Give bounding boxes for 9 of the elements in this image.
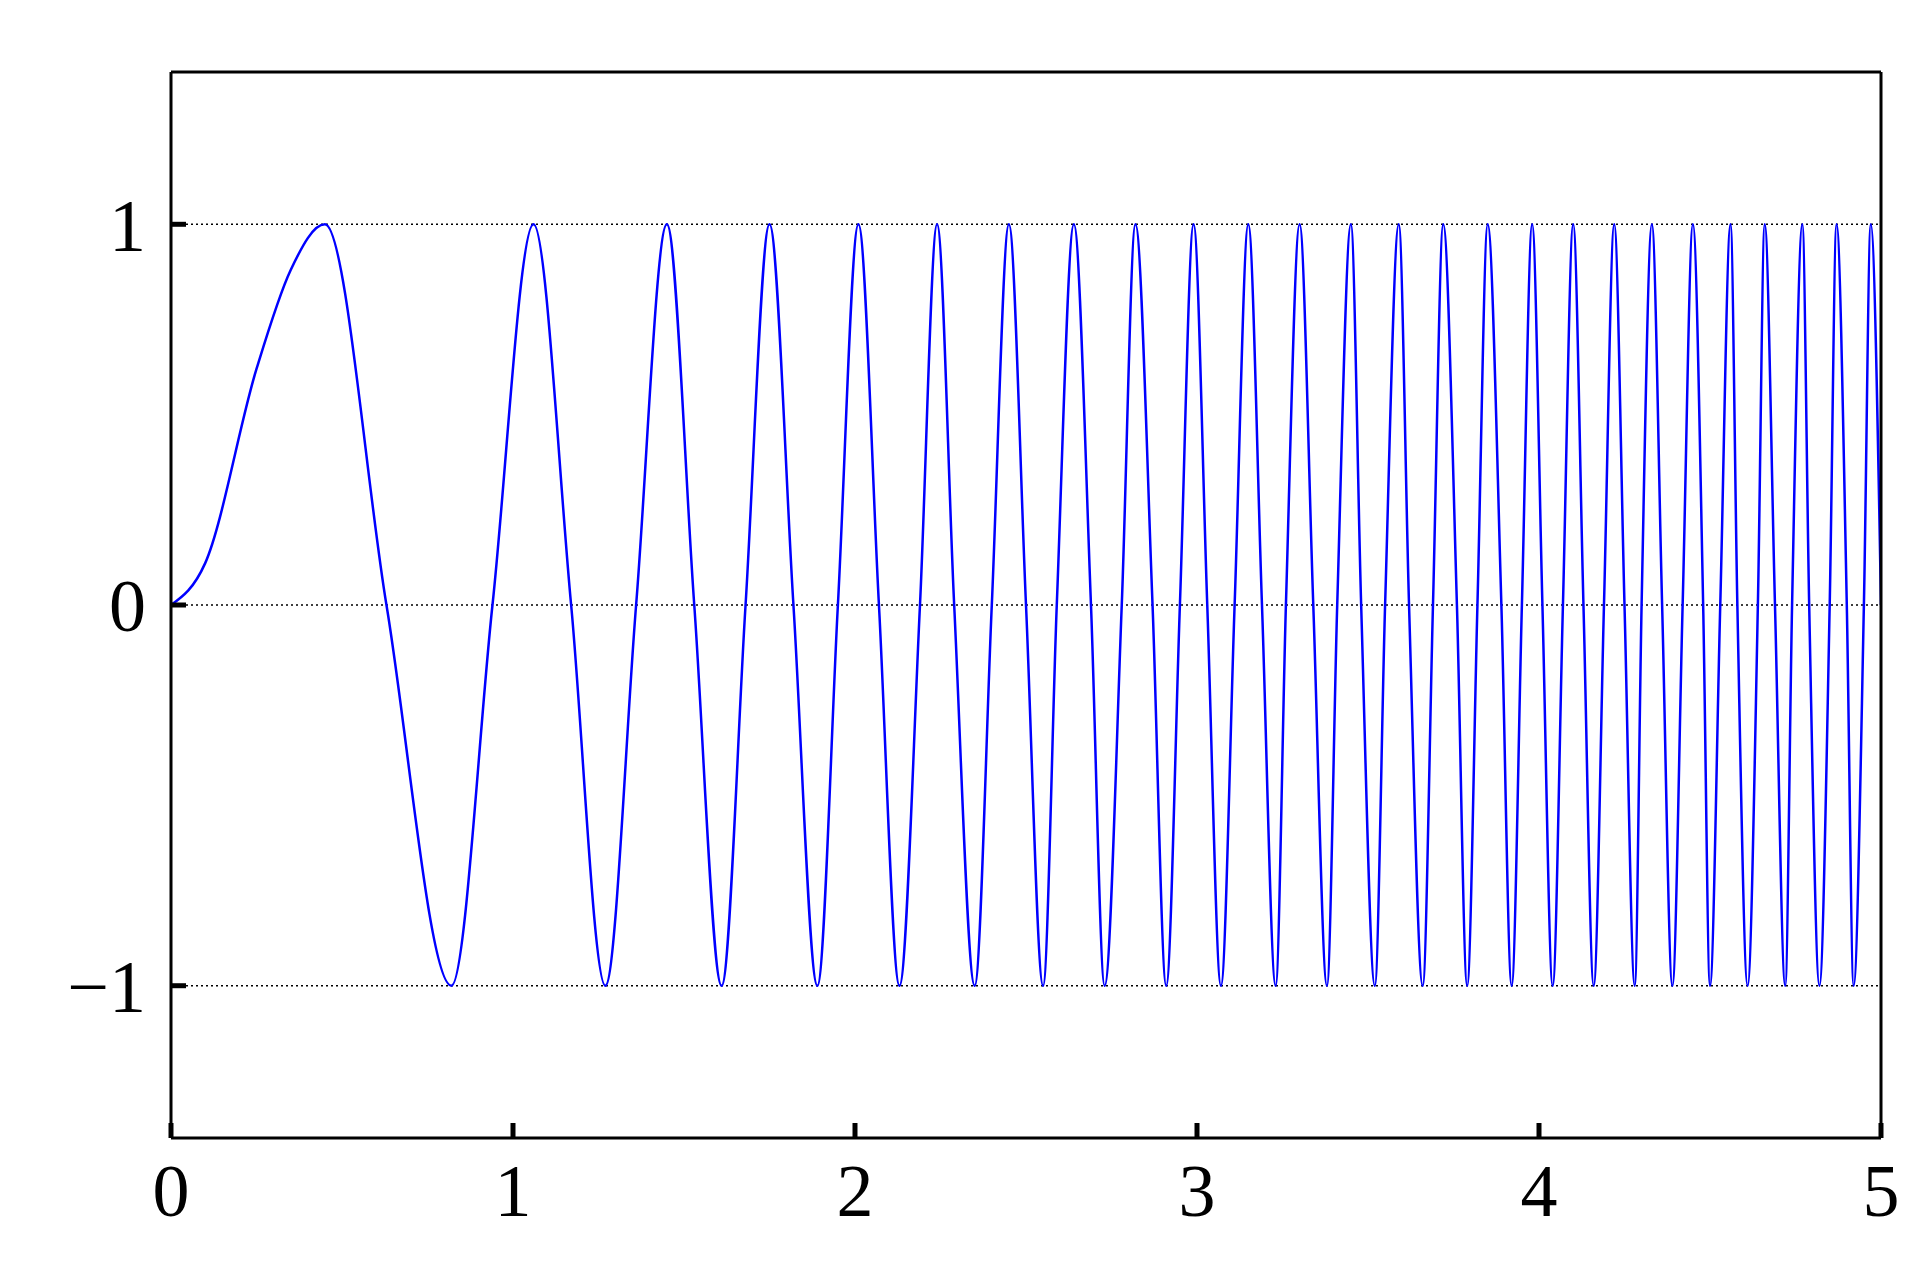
x-tick-label: 2 [836, 1149, 874, 1232]
x-tick-label: 5 [1862, 1149, 1900, 1232]
x-tick-label: 1 [494, 1149, 532, 1232]
y-tick-label: 1 [109, 184, 146, 267]
x-tick-label: 4 [1520, 1149, 1558, 1232]
y-tick-label: 0 [109, 565, 146, 648]
line-series [171, 223, 1881, 987]
y-tick-label: −1 [67, 945, 146, 1028]
x-tick-label: 3 [1178, 1149, 1216, 1232]
